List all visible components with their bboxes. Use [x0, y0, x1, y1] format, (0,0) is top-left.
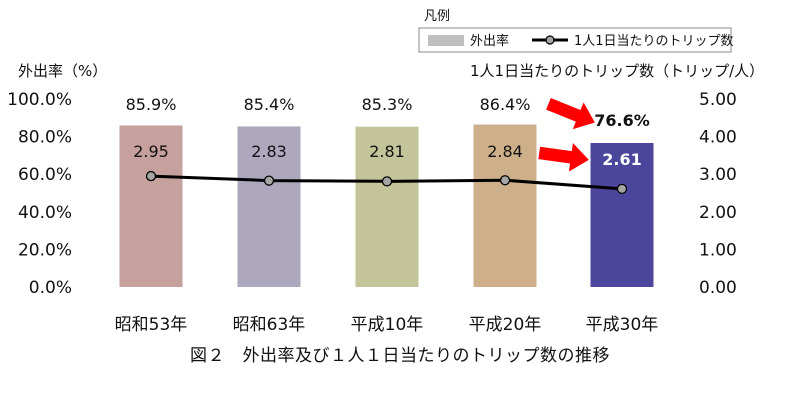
bar: [473, 124, 537, 288]
legend-box: [418, 27, 732, 53]
left-tick-label: 20.0%: [18, 240, 72, 260]
category-label: 昭和53年: [115, 315, 188, 335]
highlight-arrow-shape: [536, 139, 592, 175]
left-tick-label: 40.0%: [18, 203, 72, 223]
legend-title: 凡例: [424, 9, 450, 24]
right-tick-label: 4.00: [699, 128, 737, 148]
category-label: 昭和63年: [233, 315, 306, 335]
legend-item-line: 1人1日当たりのトリップ数: [574, 34, 734, 49]
bar-value-label: 85.4%: [244, 95, 295, 114]
bar-value-label: 76.6%: [594, 111, 650, 130]
left-tick-label: 0.0%: [29, 278, 72, 298]
left-tick-label: 60.0%: [18, 165, 72, 185]
trip-value-label: 2.95: [133, 142, 169, 161]
bar: [237, 126, 301, 287]
highlight-arrow: [544, 96, 598, 132]
left-tick-label: 80.0%: [18, 128, 72, 148]
right-tick-label: 1.00: [699, 240, 737, 260]
right-tick-label: 3.00: [699, 165, 737, 185]
bar: [590, 142, 654, 287]
trip-point: [616, 183, 628, 195]
right-axis-title: 1人1日当たりのトリップ数（トリップ/人）: [470, 62, 764, 80]
bar: [355, 126, 419, 287]
legend-item-bar: 外出率: [470, 33, 509, 49]
right-tick-label: 5.00: [699, 90, 737, 110]
right-tick-label: 0.00: [699, 278, 737, 298]
figure-caption: 図２ 外出率及び１人１日当たりのトリップ数の推移: [190, 346, 610, 366]
category-label: 平成30年: [586, 315, 659, 335]
right-tick-label: 2.00: [699, 203, 737, 223]
trip-value-label: 2.84: [487, 142, 523, 161]
trip-point: [145, 170, 157, 182]
trip-value-label: 2.81: [369, 142, 405, 161]
trip-point: [499, 175, 511, 186]
bar-value-label: 85.9%: [126, 95, 177, 114]
trip-point: [263, 175, 275, 186]
trip-point: [381, 176, 393, 187]
highlight-arrow: [536, 139, 592, 175]
bar-value-label: 85.3%: [362, 95, 413, 114]
left-tick-label: 100.0%: [7, 90, 72, 110]
legend-swatch-bar: [428, 35, 464, 46]
category-label: 平成20年: [469, 315, 542, 335]
bar-value-label: 86.4%: [480, 95, 531, 114]
trip-value-label: 2.83: [251, 142, 287, 161]
trip-value-label: 2.61: [602, 150, 641, 169]
left-axis-title: 外出率（%）: [18, 62, 107, 80]
bar: [119, 125, 183, 288]
legend-swatch-marker: [545, 35, 555, 45]
category-label: 平成10年: [351, 315, 424, 335]
highlight-arrow-shape: [544, 96, 598, 132]
